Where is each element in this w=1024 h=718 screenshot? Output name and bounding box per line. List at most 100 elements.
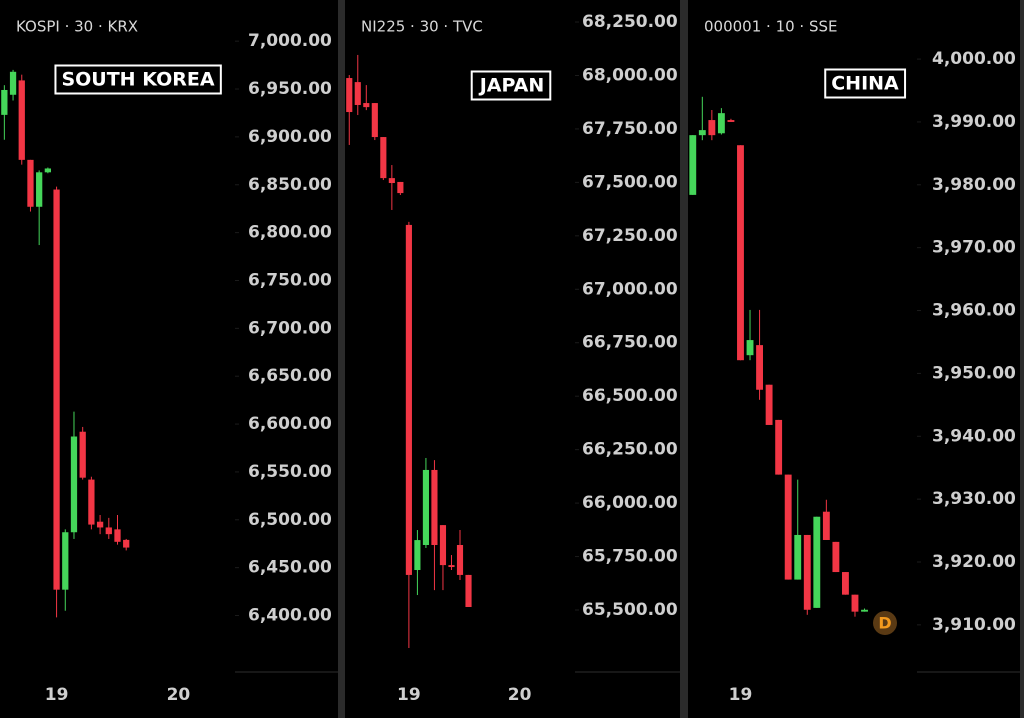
badge-text: D [878,614,891,633]
y-tick-label: 6,600.00 [248,414,332,434]
y-tick-label: 6,950.00 [248,79,332,99]
y-tick-label: 6,650.00 [248,366,332,386]
y-tick-label: 6,450.00 [248,558,332,578]
y-tick-label: 6,800.00 [248,223,332,243]
y-tick-label: 66,000.00 [582,493,678,513]
label-box [470,70,552,101]
candle-body [1,89,8,115]
y-tick-label: 6,750.00 [248,270,332,290]
candle-body [803,534,811,610]
y-tick-label: 3,950.00 [932,363,1016,383]
x-tick-label: 19 [397,685,421,705]
candle-body [465,574,472,608]
candle-body [448,565,455,568]
candle-body [689,135,697,195]
chart-label: JAPAN [478,75,545,97]
chart-header: KOSPI · 30 · KRX [16,18,138,36]
y-tick-label: 6,400.00 [248,606,332,626]
candle-body [784,474,792,580]
candle-body [123,539,130,548]
y-tick-label: 66,500.00 [582,386,678,406]
chart-header: 000001 · 10 · SSE [704,18,837,36]
candle-body [822,511,830,540]
y-tick-label: 3,980.00 [932,175,1016,195]
chart-label: CHINA [831,73,899,95]
candle-body [708,120,716,136]
candle-body [756,345,763,390]
y-tick-label: 6,550.00 [248,462,332,482]
panel [345,0,680,718]
y-tick-label: 66,750.00 [582,333,678,353]
y-tick-label: 3,960.00 [932,301,1016,321]
candle-body [727,120,735,122]
label-box [54,64,222,95]
y-tick-label: 6,500.00 [248,510,332,530]
candle-body [354,82,361,105]
candle-body [405,224,412,575]
y-tick-label: 3,970.00 [932,238,1016,258]
x-tick-label: 20 [167,685,191,705]
y-tick-label: 3,990.00 [932,112,1016,132]
y-tick-label: 6,900.00 [248,127,332,147]
candle-body [62,532,69,590]
y-tick-label: 67,500.00 [582,172,678,192]
y-tick-label: 68,250.00 [582,12,678,32]
y-tick-label: 7,000.00 [248,31,332,51]
candle-body [388,178,395,184]
candle-body [794,534,802,580]
candle-body [832,541,840,573]
candle-body [9,71,17,95]
candle-body [737,145,744,361]
candle-body [96,521,104,528]
y-tick-label: 66,250.00 [582,440,678,460]
y-tick-label: 65,500.00 [582,600,678,620]
candle-body [380,137,387,179]
candle-body [397,181,404,194]
candle-body [70,436,78,533]
candle-body [18,80,25,160]
candle-body [431,469,438,545]
y-tick-label: 68,000.00 [582,65,678,85]
candle-body [456,544,464,575]
chart-header: NI225 · 30 · TVC [361,18,483,36]
x-tick-label: 19 [45,685,69,705]
y-tick-label: 6,850.00 [248,175,332,195]
badge [873,611,897,635]
candle-body [363,103,370,108]
candle-body [414,540,421,571]
y-tick-label: 3,920.00 [932,552,1016,572]
candle-body [36,172,43,207]
candle-body [114,529,121,542]
candle-body [775,419,783,475]
label-box [824,68,907,99]
x-tick-label: 19 [729,685,753,705]
candle-body [422,469,429,545]
y-tick-label: 6,700.00 [248,318,332,338]
y-tick-label: 4,000.00 [932,49,1016,69]
candle-body [371,103,378,138]
y-tick-label: 67,750.00 [582,119,678,139]
candle-body [717,113,725,134]
y-tick-label: 3,910.00 [932,615,1016,635]
y-tick-label: 65,750.00 [582,547,678,567]
candle-body [346,78,353,113]
candle-body [861,609,868,612]
candle-body [842,572,849,595]
candle-body [79,431,86,478]
y-tick-label: 3,940.00 [932,426,1016,446]
candle-body [851,594,859,612]
candle-body [53,189,60,590]
y-tick-label: 3,930.00 [932,489,1016,509]
candle-body [88,479,95,525]
y-tick-label: 67,250.00 [582,226,678,246]
candle-body [765,384,773,425]
candle-body [27,159,34,207]
y-tick-label: 67,000.00 [582,279,678,299]
candle-body [105,527,112,535]
candle-body [44,168,52,173]
candle-body [746,340,754,356]
x-tick-label: 20 [508,685,532,705]
candle-body [813,516,821,608]
